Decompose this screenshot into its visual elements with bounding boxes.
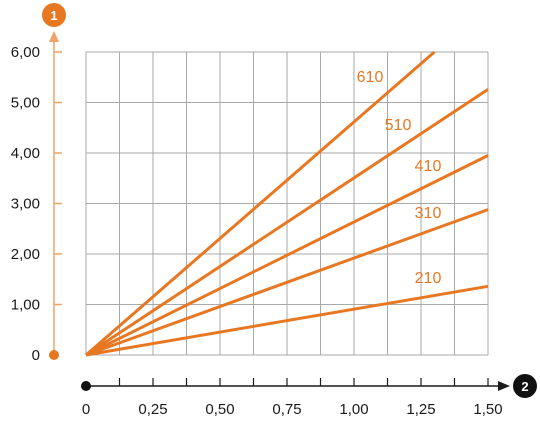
x-tick-label: 0,25 (138, 401, 167, 418)
series-label-210: 210 (415, 270, 442, 287)
series-label-510: 510 (385, 117, 412, 134)
x-tick-label: 0 (82, 401, 90, 418)
x-axis-badge (513, 374, 537, 398)
series-label-610: 610 (357, 69, 384, 86)
y-tick-label: 6,00 (11, 44, 40, 61)
series-label-410: 410 (415, 158, 442, 175)
axes (42, 3, 537, 398)
y-tick-label: 0 (32, 347, 40, 364)
series-line-310 (85, 208, 489, 357)
series-line-510 (85, 88, 489, 357)
x-tick-label: 1,25 (406, 401, 435, 418)
y-axis-arrow-icon (49, 31, 59, 42)
grid (85, 51, 489, 356)
y-tick-label: 4,00 (11, 145, 40, 162)
x-axis-origin-dot (81, 381, 91, 391)
x-tick-label: 0,50 (205, 401, 234, 418)
y-tick-label: 3,00 (11, 196, 40, 213)
y-tick-label: 1,00 (11, 297, 40, 314)
x-tick-label: 0,75 (272, 401, 301, 418)
x-axis-badge-text: 2 (521, 379, 528, 394)
series-label-310: 310 (415, 205, 442, 222)
x-tick-label: 1,00 (339, 401, 368, 418)
y-axis-origin-dot (49, 350, 59, 360)
series-line-410 (85, 154, 489, 357)
x-axis-arrow-icon (498, 381, 510, 391)
y-tick-label: 2,00 (11, 246, 40, 263)
series-lines (85, 50, 489, 357)
y-tick-label: 5,00 (11, 95, 40, 112)
x-tick-label: 1,50 (473, 401, 502, 418)
series-line-610 (85, 50, 436, 357)
y-axis-badge-text: 1 (50, 8, 57, 23)
series-line-210 (85, 284, 489, 357)
y-axis-badge (42, 3, 66, 27)
labels: 610 510 410 310 210 1 0 1,00 2,00 3,00 4,00 5,00 6,0… (11, 8, 529, 418)
